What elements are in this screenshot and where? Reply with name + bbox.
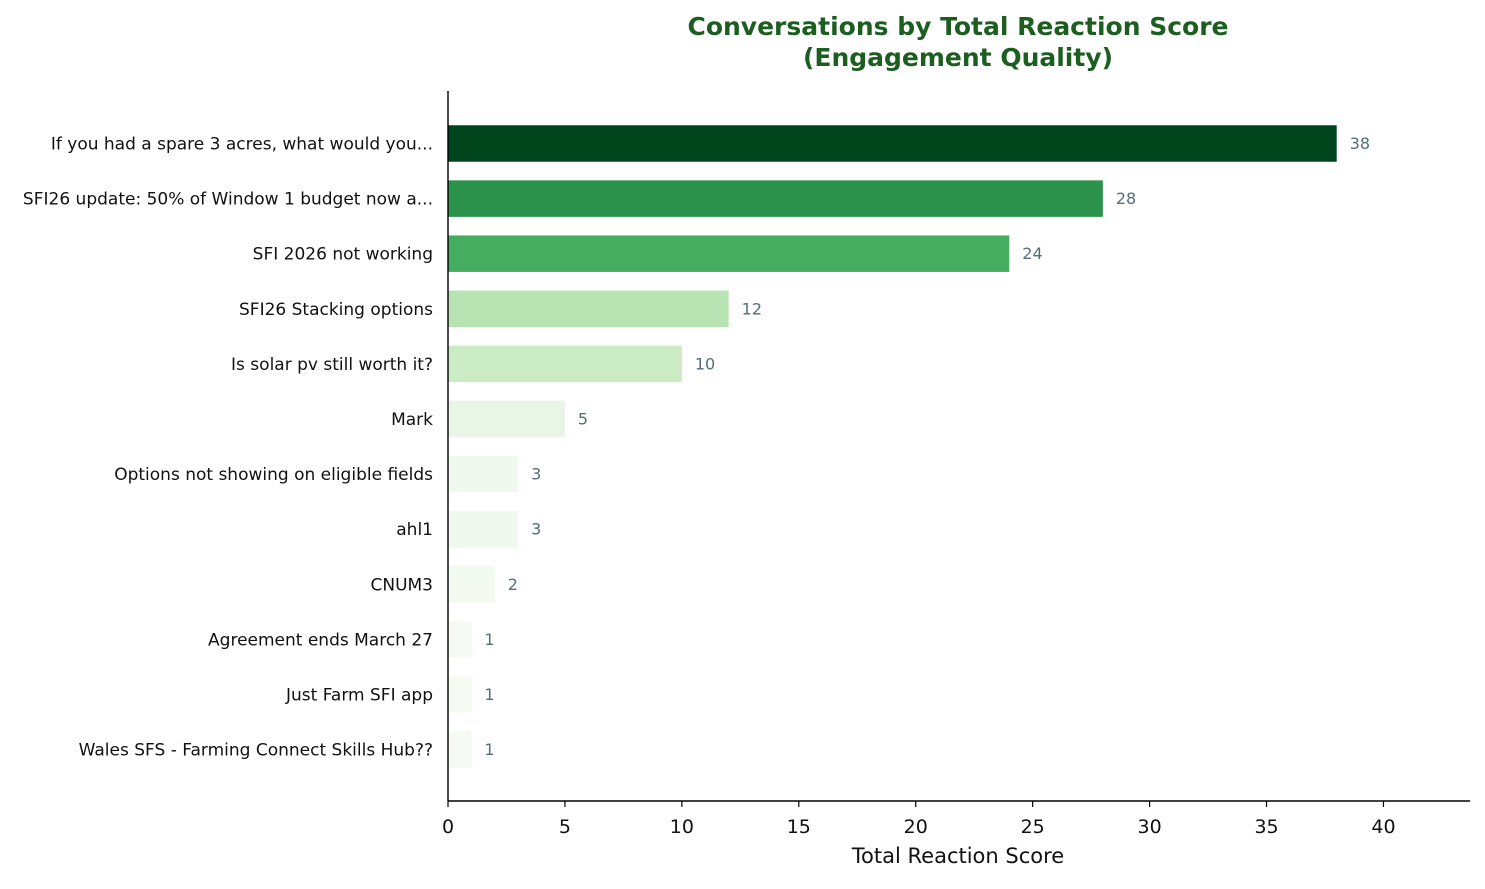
- chart-title-line-1: Conversations by Total Reaction Score: [687, 12, 1228, 41]
- value-labels: 38 28 24 12 10 5 3 3 2 1 1 1: [484, 134, 1370, 759]
- category-labels: If you had a spare 3 acres, what would y…: [23, 135, 433, 761]
- value-label-12: 1: [484, 740, 494, 759]
- bar-5: [448, 345, 682, 383]
- value-label-1: 38: [1350, 134, 1370, 153]
- bar-11: [448, 676, 472, 713]
- x-tick-label-0: 0: [442, 816, 454, 838]
- category-label-12: Wales SFS - Farming Connect Skills Hub??: [79, 741, 433, 761]
- value-label-9: 2: [508, 575, 518, 594]
- x-tick-label-5: 5: [559, 816, 571, 838]
- bar-8: [448, 510, 519, 548]
- category-label-10: Agreement ends March 27: [208, 630, 433, 650]
- category-label-9: CNUM3: [370, 575, 433, 595]
- x-axis-label: Total Reaction Score: [851, 844, 1064, 868]
- bars: [448, 125, 1337, 768]
- category-label-4: SFI26 Stacking options: [239, 300, 433, 320]
- value-label-2: 28: [1116, 189, 1136, 208]
- x-tick-label-20: 20: [904, 816, 928, 838]
- bar-4: [448, 290, 729, 328]
- x-tick-label-15: 15: [787, 816, 811, 838]
- bar-2: [448, 180, 1103, 217]
- value-label-6: 5: [578, 410, 588, 429]
- category-label-11: Just Farm SFI app: [285, 686, 433, 706]
- x-tick-label-25: 25: [1021, 816, 1045, 838]
- x-tick-label-40: 40: [1371, 816, 1395, 838]
- x-ticks: 0 5 10 15 20 25 30 35 40: [442, 801, 1396, 838]
- value-label-4: 12: [742, 299, 762, 318]
- category-label-7: Options not showing on eligible fields: [114, 465, 433, 485]
- value-label-10: 1: [484, 630, 494, 649]
- x-tick-label-35: 35: [1254, 816, 1278, 838]
- category-label-6: Mark: [391, 410, 433, 430]
- category-label-8: ahl1: [396, 520, 433, 540]
- bar-1: [448, 125, 1337, 162]
- bar-7: [448, 455, 519, 493]
- category-label-3: SFI 2026 not working: [253, 245, 433, 265]
- axes: [447, 91, 1470, 802]
- bar-3: [448, 235, 1010, 272]
- value-label-7: 3: [531, 465, 541, 484]
- bar-9: [448, 566, 495, 603]
- value-label-3: 24: [1022, 244, 1042, 263]
- category-label-1: If you had a spare 3 acres, what would y…: [51, 135, 433, 155]
- bar-12: [448, 731, 472, 768]
- value-label-11: 1: [484, 685, 494, 704]
- x-tick-label-30: 30: [1138, 816, 1162, 838]
- x-tick-label-10: 10: [670, 816, 694, 838]
- chart-title-line-2: (Engagement Quality): [803, 43, 1113, 72]
- value-label-5: 10: [695, 354, 715, 373]
- bar-6: [448, 400, 565, 438]
- bar-10: [448, 621, 472, 658]
- chart-title: Conversations by Total Reaction Score(En…: [687, 12, 1228, 72]
- value-label-8: 3: [531, 520, 541, 539]
- category-label-2: SFI26 update: 50% of Window 1 budget now…: [23, 190, 433, 210]
- category-label-5: Is solar pv still worth it?: [231, 355, 433, 375]
